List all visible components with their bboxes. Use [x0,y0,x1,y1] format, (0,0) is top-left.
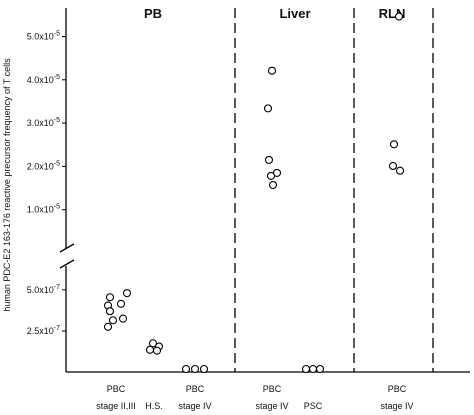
category-label: H.S. [145,401,163,411]
panel-title: Liver [279,6,310,21]
data-point [105,293,115,302]
category-label: PSC [304,401,323,411]
axis-break-mark [59,259,75,269]
data-point [268,180,278,190]
category-label: PBC [107,384,126,394]
data-point [266,171,276,180]
panel-dividers [234,8,434,372]
panel-titles: PB Liver RLN [144,6,405,21]
category-label: stage IV [255,401,288,411]
data-point [181,364,191,374]
category-label: stage IV [380,401,413,411]
panel-title: PB [144,6,162,21]
category-label: stage II,III [96,401,136,411]
data-point [315,364,325,374]
data-point [152,346,162,355]
category-label: PBC [186,384,205,394]
data-point [394,12,404,21]
category-label: PBC [263,384,282,394]
category-label: PBC [388,384,407,394]
y-tick-label: 1.0x10-5 [27,204,60,215]
data-point [145,345,155,354]
data-point [308,364,318,374]
data-point [389,140,399,149]
data-point [148,339,158,348]
data-point [301,364,311,374]
y-tick-label: 2.5x10-7 [27,325,60,336]
y-tick-label: 5.0x10-5 [27,30,60,41]
data-point [264,155,274,164]
y-axis-label: human PDC-E2 163-176 reactive precursor … [2,58,12,312]
data-point [199,364,209,374]
data-point [263,104,273,113]
y-tick-label: 4.0x10-5 [27,74,60,85]
data-point [122,289,132,298]
category-labels: PBC stage II,III H.S. PBC stage IV PBC stage I… [96,384,413,411]
data-point [388,161,398,171]
data-point [267,66,277,75]
data-point [105,307,115,316]
data-point [103,322,113,331]
y-tick-label: 2.0x10-5 [27,160,60,171]
data-point [108,316,118,325]
axes [59,8,470,373]
y-ticks: 1.0x10-5 2.0x10-5 3.0x10-5 4.0x10-5 5.0x10-5… [27,30,66,336]
category-label: stage IV [178,401,211,411]
axis-break-mark [59,243,75,253]
data-point [395,166,405,175]
y-tick-label: 5.0x10-7 [27,284,60,295]
data-point [118,314,128,323]
y-tick-label: 3.0x10-5 [27,117,60,128]
data-points [103,12,405,374]
data-point [116,299,126,308]
data-point [190,364,200,374]
